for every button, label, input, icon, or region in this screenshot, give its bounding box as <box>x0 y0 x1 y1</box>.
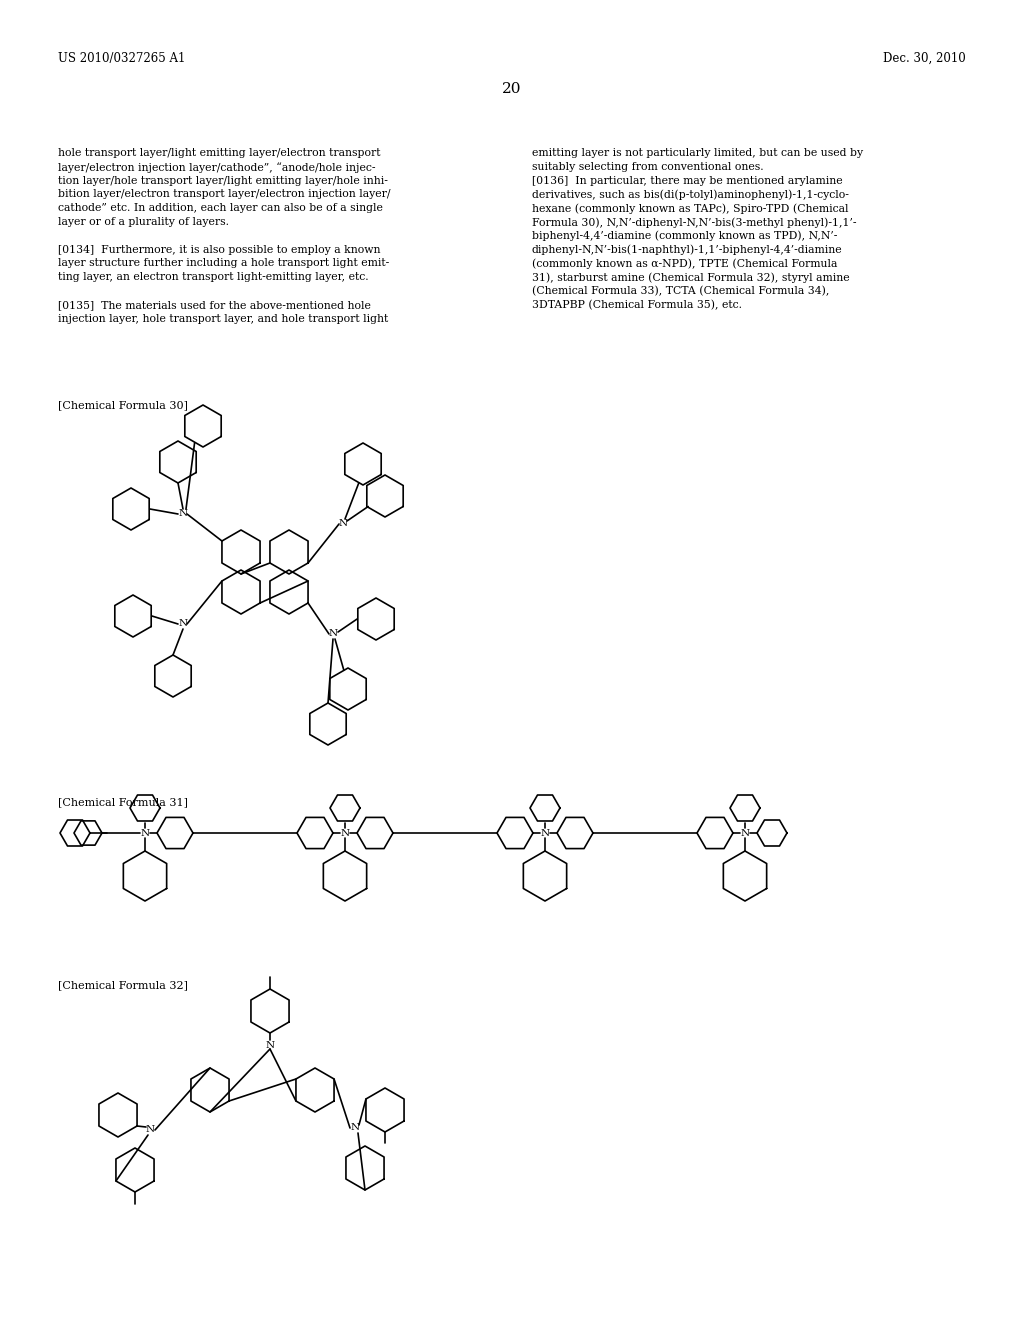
Text: [0134]  Furthermore, it is also possible to employ a known: [0134] Furthermore, it is also possible … <box>58 244 381 255</box>
Text: N: N <box>265 1040 274 1049</box>
Text: layer or of a plurality of layers.: layer or of a plurality of layers. <box>58 216 229 227</box>
Text: cathode” etc. In addition, each layer can also be of a single: cathode” etc. In addition, each layer ca… <box>58 203 383 214</box>
Text: N: N <box>178 619 187 628</box>
Text: N: N <box>339 520 347 528</box>
Text: N: N <box>350 1123 359 1133</box>
Text: injection layer, hole transport layer, and hole transport light: injection layer, hole transport layer, a… <box>58 314 388 323</box>
Text: [0135]  The materials used for the above-mentioned hole: [0135] The materials used for the above-… <box>58 300 371 310</box>
Text: biphenyl-4,4’-diamine (commonly known as TPD), N,N’-: biphenyl-4,4’-diamine (commonly known as… <box>532 231 838 242</box>
Text: [Chemical Formula 30]: [Chemical Formula 30] <box>58 400 188 411</box>
Text: N: N <box>541 829 550 837</box>
Text: emitting layer is not particularly limited, but can be used by: emitting layer is not particularly limit… <box>532 148 863 158</box>
Text: US 2010/0327265 A1: US 2010/0327265 A1 <box>58 51 185 65</box>
Text: layer structure further including a hole transport light emit-: layer structure further including a hole… <box>58 259 389 268</box>
Text: layer/electron injection layer/cathode”, “anode/hole injec-: layer/electron injection layer/cathode”,… <box>58 162 376 173</box>
Text: N: N <box>740 829 750 837</box>
Text: hexane (commonly known as TAPc), Spiro-TPD (Chemical: hexane (commonly known as TAPc), Spiro-T… <box>532 203 849 214</box>
Text: N: N <box>340 829 349 837</box>
Text: diphenyl-N,N’-bis(1-naphthyl)-1,1’-biphenyl-4,4’-diamine: diphenyl-N,N’-bis(1-naphthyl)-1,1’-biphe… <box>532 244 843 255</box>
Text: 3DTAPBP (Chemical Formula 35), etc.: 3DTAPBP (Chemical Formula 35), etc. <box>532 300 742 310</box>
Text: derivatives, such as bis(di(p-tolyl)aminophenyl)-1,1-cyclo-: derivatives, such as bis(di(p-tolyl)amin… <box>532 189 849 199</box>
Text: suitably selecting from conventional ones.: suitably selecting from conventional one… <box>532 162 764 172</box>
Text: N: N <box>145 1126 155 1134</box>
Text: hole transport layer/light emitting layer/electron transport: hole transport layer/light emitting laye… <box>58 148 381 158</box>
Text: N: N <box>140 829 150 837</box>
Text: Dec. 30, 2010: Dec. 30, 2010 <box>884 51 966 65</box>
Text: [Chemical Formula 32]: [Chemical Formula 32] <box>58 979 188 990</box>
Text: (Chemical Formula 33), TCTA (Chemical Formula 34),: (Chemical Formula 33), TCTA (Chemical Fo… <box>532 286 829 297</box>
Text: [Chemical Formula 31]: [Chemical Formula 31] <box>58 797 188 807</box>
Text: [0136]  In particular, there may be mentioned arylamine: [0136] In particular, there may be menti… <box>532 176 843 186</box>
Text: bition layer/electron transport layer/electron injection layer/: bition layer/electron transport layer/el… <box>58 189 390 199</box>
Text: (commonly known as α-NPD), TPTE (Chemical Formula: (commonly known as α-NPD), TPTE (Chemica… <box>532 259 838 269</box>
Text: N: N <box>178 510 187 519</box>
Text: ting layer, an electron transport light-emitting layer, etc.: ting layer, an electron transport light-… <box>58 272 369 282</box>
Text: 31), starburst amine (Chemical Formula 32), styryl amine: 31), starburst amine (Chemical Formula 3… <box>532 272 850 282</box>
Text: Formula 30), N,N’-diphenyl-N,N’-bis(3-methyl phenyl)-1,1’-: Formula 30), N,N’-diphenyl-N,N’-bis(3-me… <box>532 216 856 227</box>
Text: tion layer/hole transport layer/light emitting layer/hole inhi-: tion layer/hole transport layer/light em… <box>58 176 388 186</box>
Text: N: N <box>329 630 338 639</box>
Text: 20: 20 <box>502 82 522 96</box>
